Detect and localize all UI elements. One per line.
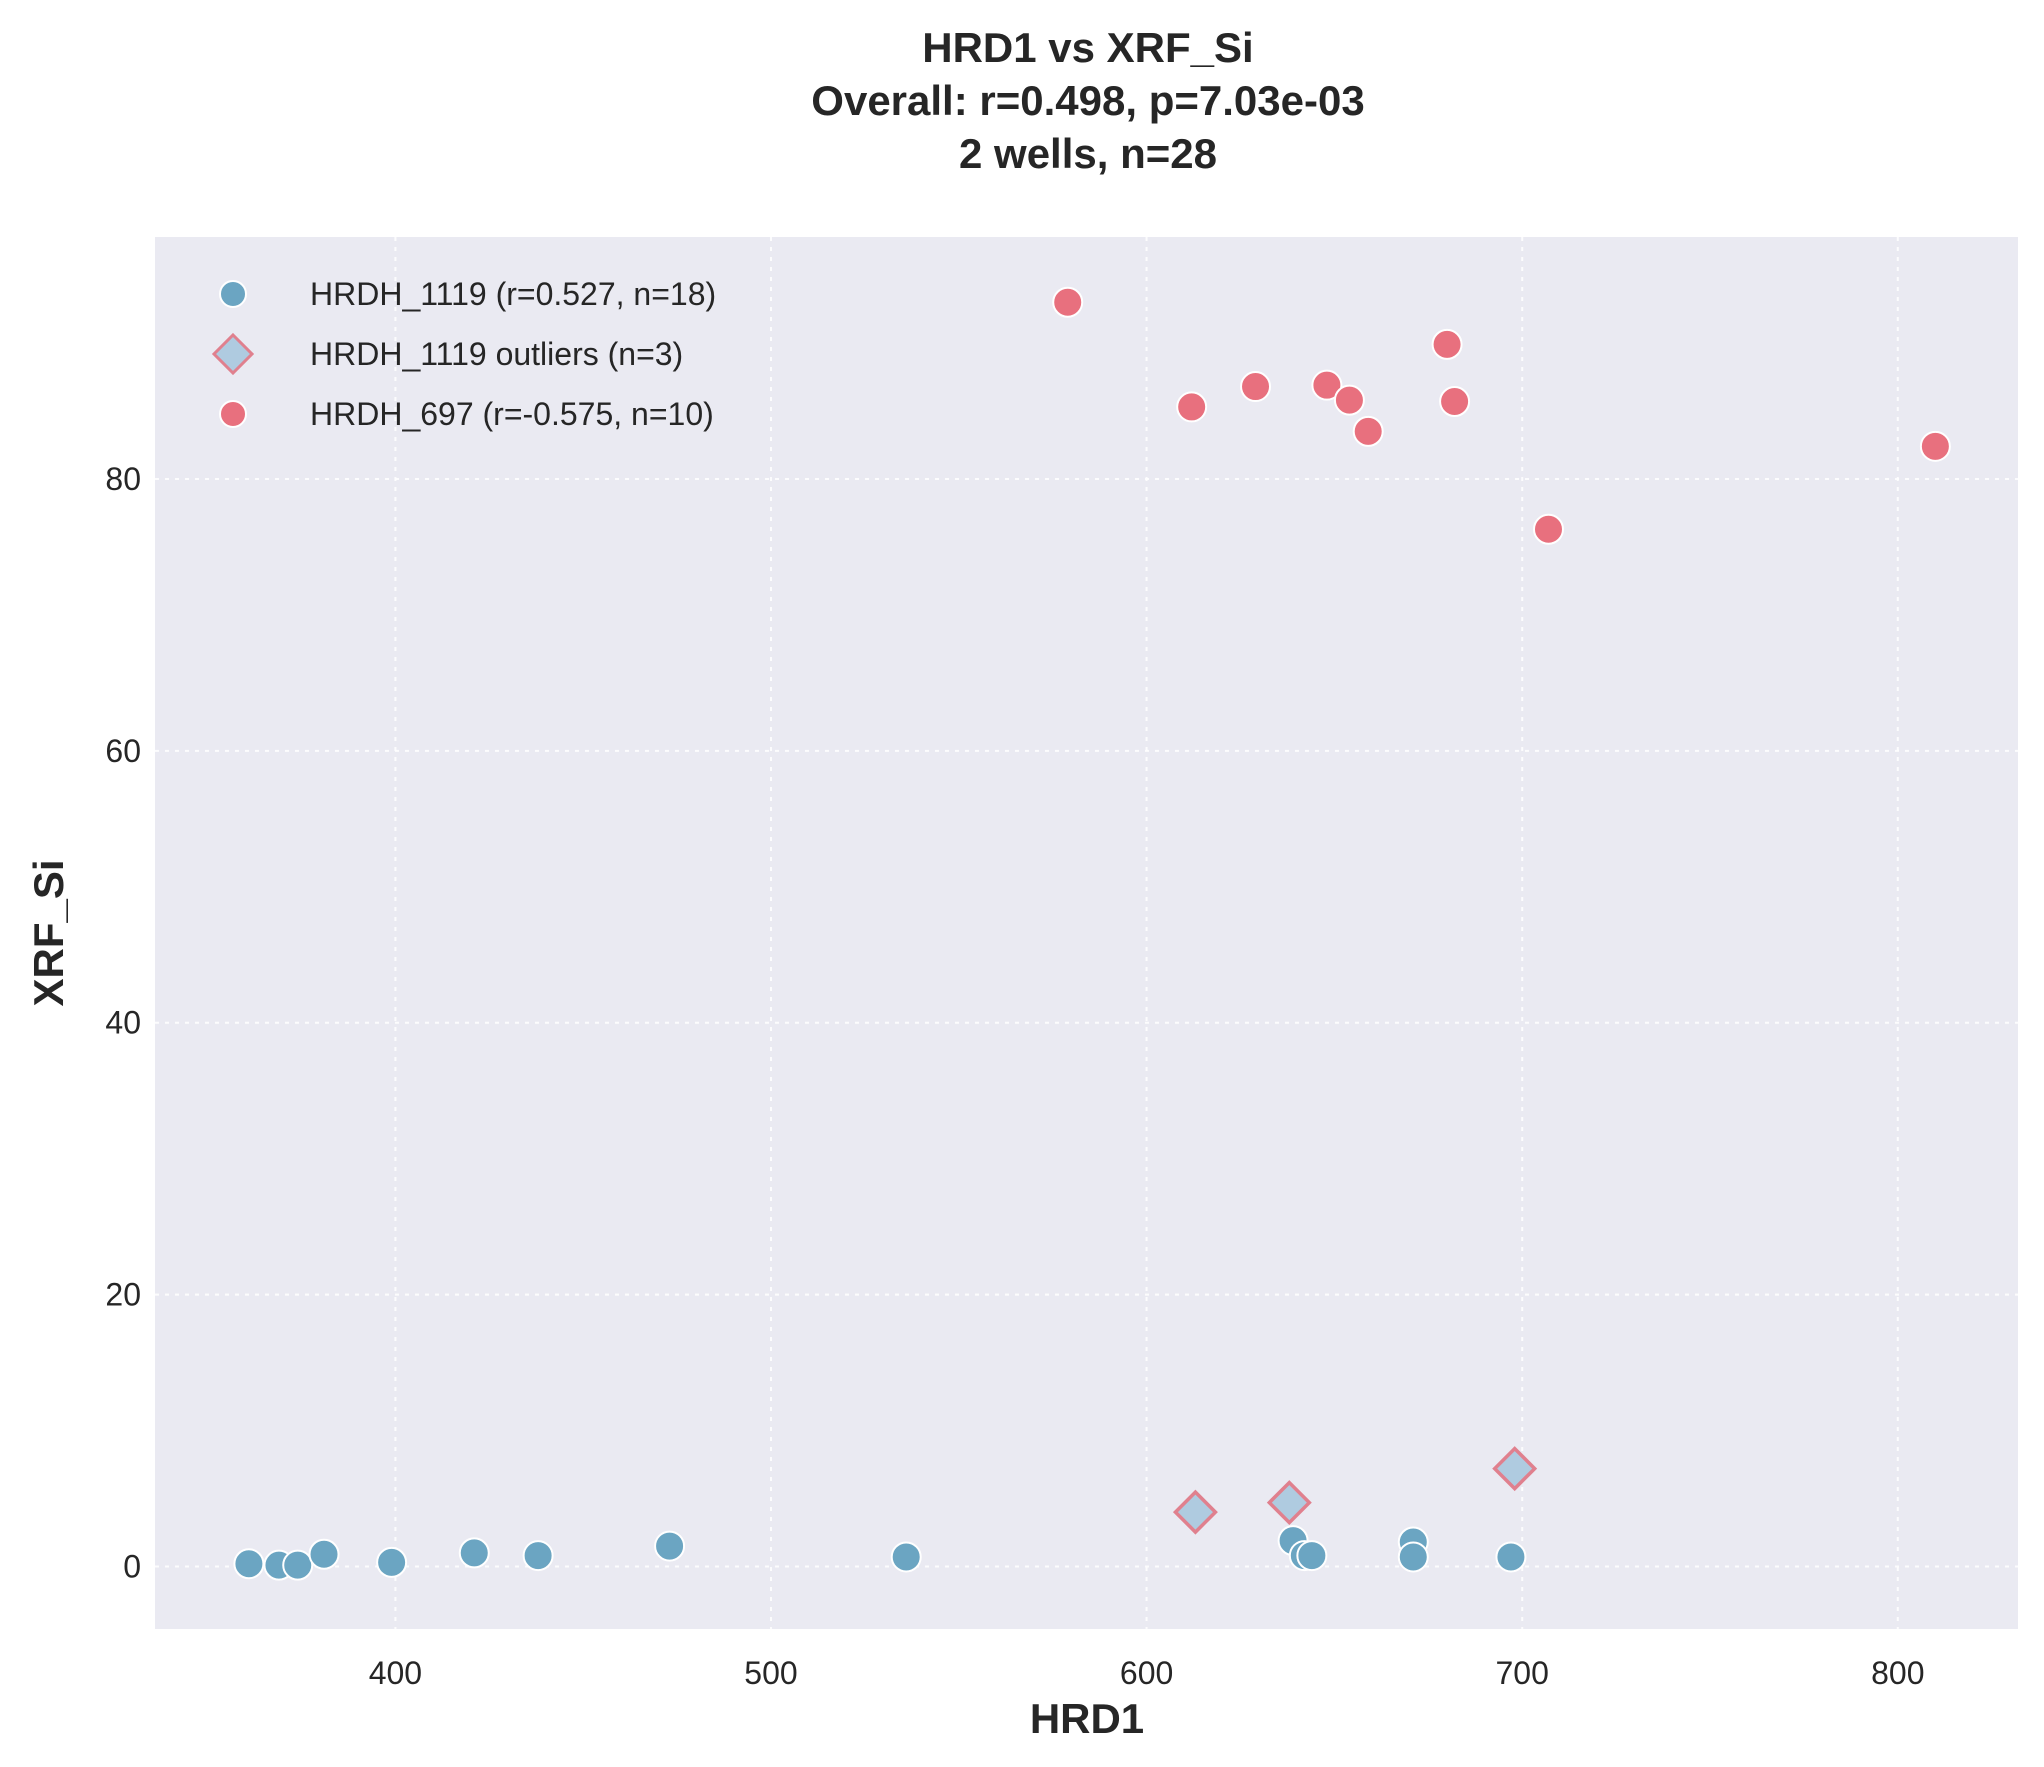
- data-point-series-2: [1311, 369, 1343, 401]
- legend: HRDH_1119 (r=0.527, n=18) HRDH_1119 outl…: [211, 276, 716, 432]
- legend-marker-hrdh-697: [219, 400, 247, 428]
- data-point-series-0: [376, 1546, 408, 1578]
- y-tick-label: 20: [105, 1277, 141, 1313]
- data-point-series-2: [1176, 391, 1208, 423]
- data-point-series-0: [654, 1530, 686, 1562]
- y-tick-label: 60: [105, 733, 141, 769]
- data-point-outlier: [1172, 1489, 1218, 1535]
- data-point-series-0: [522, 1540, 554, 1572]
- chart-title-line-2: Overall: r=0.498, p=7.03e-03: [811, 77, 1364, 124]
- y-tick-labels: 0 20 40 60 80: [105, 461, 141, 1585]
- data-point-series-0: [1495, 1541, 1527, 1573]
- x-tick-labels: 400 500 600 700 800: [369, 1655, 1925, 1691]
- chart-title: HRD1 vs XRF_Si Overall: r=0.498, p=7.03e…: [811, 24, 1364, 177]
- data-point-series-2: [1439, 385, 1471, 417]
- chart-title-line-1: HRD1 vs XRF_Si: [922, 24, 1253, 71]
- data-point-series-2: [1352, 415, 1384, 447]
- data-point-series-2: [1431, 328, 1463, 360]
- y-tick-label: 40: [105, 1005, 141, 1041]
- legend-marker-hrdh-1119: [219, 280, 247, 308]
- y-tick-label: 0: [123, 1548, 141, 1584]
- data-point-series-0: [233, 1548, 265, 1580]
- data-point-series-0: [458, 1537, 490, 1569]
- data-point-series-2: [1333, 384, 1365, 416]
- data-point-series-0: [1296, 1540, 1328, 1572]
- legend-label-hrdh-1119: HRDH_1119 (r=0.527, n=18): [310, 276, 716, 312]
- y-tick-label: 80: [105, 461, 141, 497]
- x-tick-label: 500: [744, 1655, 797, 1691]
- x-tick-label: 400: [369, 1655, 422, 1691]
- plot-area: [155, 237, 2018, 1629]
- data-point-series-0: [308, 1538, 340, 1570]
- grid-lines: [155, 237, 2018, 1629]
- data-point-series-2: [1919, 430, 1951, 462]
- data-points: [233, 286, 1951, 1581]
- y-axis-label: XRF_Si: [25, 859, 72, 1006]
- data-point-series-2: [1240, 371, 1272, 403]
- legend-label-hrdh-1119-outliers: HRDH_1119 outliers (n=3): [310, 336, 683, 372]
- data-point-outlier: [1492, 1446, 1538, 1492]
- x-tick-label: 700: [1496, 1655, 1549, 1691]
- data-point-series-0: [890, 1541, 922, 1573]
- x-tick-label: 800: [1871, 1655, 1924, 1691]
- data-point-series-2: [1052, 286, 1084, 318]
- chart-title-line-3: 2 wells, n=28: [959, 130, 1217, 177]
- legend-marker-hrdh-1119-outliers: [211, 332, 255, 376]
- data-point-outlier: [1266, 1480, 1312, 1526]
- data-point-series-0: [282, 1549, 314, 1581]
- legend-label-hrdh-697: HRDH_697 (r=-0.575, n=10): [310, 396, 714, 432]
- data-point-series-0: [1397, 1541, 1429, 1573]
- x-tick-label: 600: [1120, 1655, 1173, 1691]
- data-point-series-2: [1532, 513, 1564, 545]
- x-axis-label: HRD1: [1030, 1695, 1144, 1742]
